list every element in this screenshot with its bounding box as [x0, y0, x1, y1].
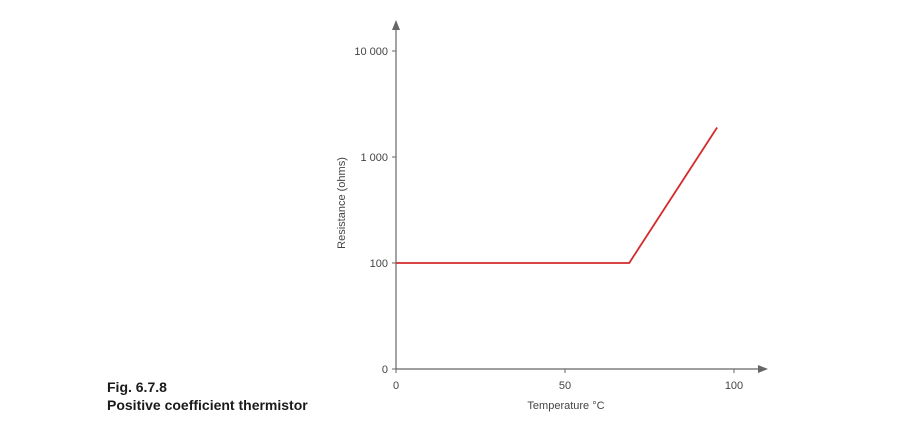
- chart-series: [396, 127, 718, 264]
- figure-number: Fig. 6.7.8: [107, 379, 167, 395]
- y-tick-label: 10 000: [354, 46, 388, 58]
- x-tick-label: 0: [393, 380, 399, 392]
- figure-title: Positive coefficient thermistor: [107, 397, 308, 413]
- chart-ticks: 0 50 100 0 100 1 000 10 000: [354, 46, 743, 392]
- x-tick-label: 100: [725, 380, 743, 392]
- chart-axes: [392, 20, 768, 373]
- y-tick-label: 100: [370, 258, 388, 270]
- x-axis-arrow: [758, 365, 768, 373]
- y-tick-label: 1 000: [360, 152, 388, 164]
- series-line: [396, 127, 718, 264]
- y-axis-arrow: [392, 20, 400, 30]
- y-axis-label: Resistance (ohms): [336, 157, 348, 249]
- y-tick-label: 0: [382, 364, 388, 376]
- x-axis-label: Temperature °C: [527, 400, 604, 412]
- x-tick-label: 50: [559, 380, 571, 392]
